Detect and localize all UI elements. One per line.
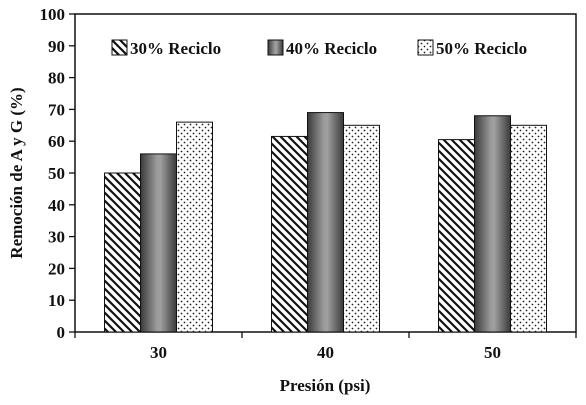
x-tick-label-2: 40 [317,343,334,362]
bar-3-1 [176,121,213,333]
bar-3-3 [510,124,547,333]
bar-2-3 [474,115,511,333]
x-tick-label-3: 50 [484,343,501,362]
y-tick-label-10: 100 [40,5,66,24]
bar-1-1 [104,172,141,333]
y-tick-label-9: 90 [48,37,65,56]
y-tick-label-8: 80 [48,69,65,88]
legend-swatch-3 [417,39,434,56]
y-tick-label-5: 50 [48,164,65,183]
legend-label-1: 30% Reciclo [130,39,221,58]
y-axis: 0 10 20 30 40 50 60 70 80 90 100 [40,5,75,342]
y-axis-label: Remoción de A y G (%) [7,87,26,258]
y-tick-label-0: 0 [57,323,66,342]
bar-3-2 [343,124,380,333]
legend-label-3: 50% Reciclo [436,39,527,58]
legend-label-2: 40% Reciclo [286,39,377,58]
bar-2-2 [307,112,344,333]
legend-swatch-2 [267,39,284,56]
y-tick-label-2: 20 [48,259,65,278]
x-tick-label-1: 30 [150,343,167,362]
y-tick-label-6: 60 [48,132,65,151]
bars-group [104,112,547,333]
bar-1-3 [438,139,475,333]
y-tick-label-7: 70 [48,100,65,119]
bar-1-2 [271,135,308,333]
y-tick-label-1: 10 [48,291,65,310]
bar-2-1 [140,153,177,333]
y-tick-label-3: 30 [48,228,65,247]
y-tick-label-4: 40 [48,196,65,215]
legend: 30% Reciclo 40% Reciclo 50% Reciclo [111,39,527,58]
x-axis-label: Presión (psi) [280,376,371,395]
x-axis: 30 40 50 [74,332,577,362]
legend-swatch-1 [111,39,128,56]
